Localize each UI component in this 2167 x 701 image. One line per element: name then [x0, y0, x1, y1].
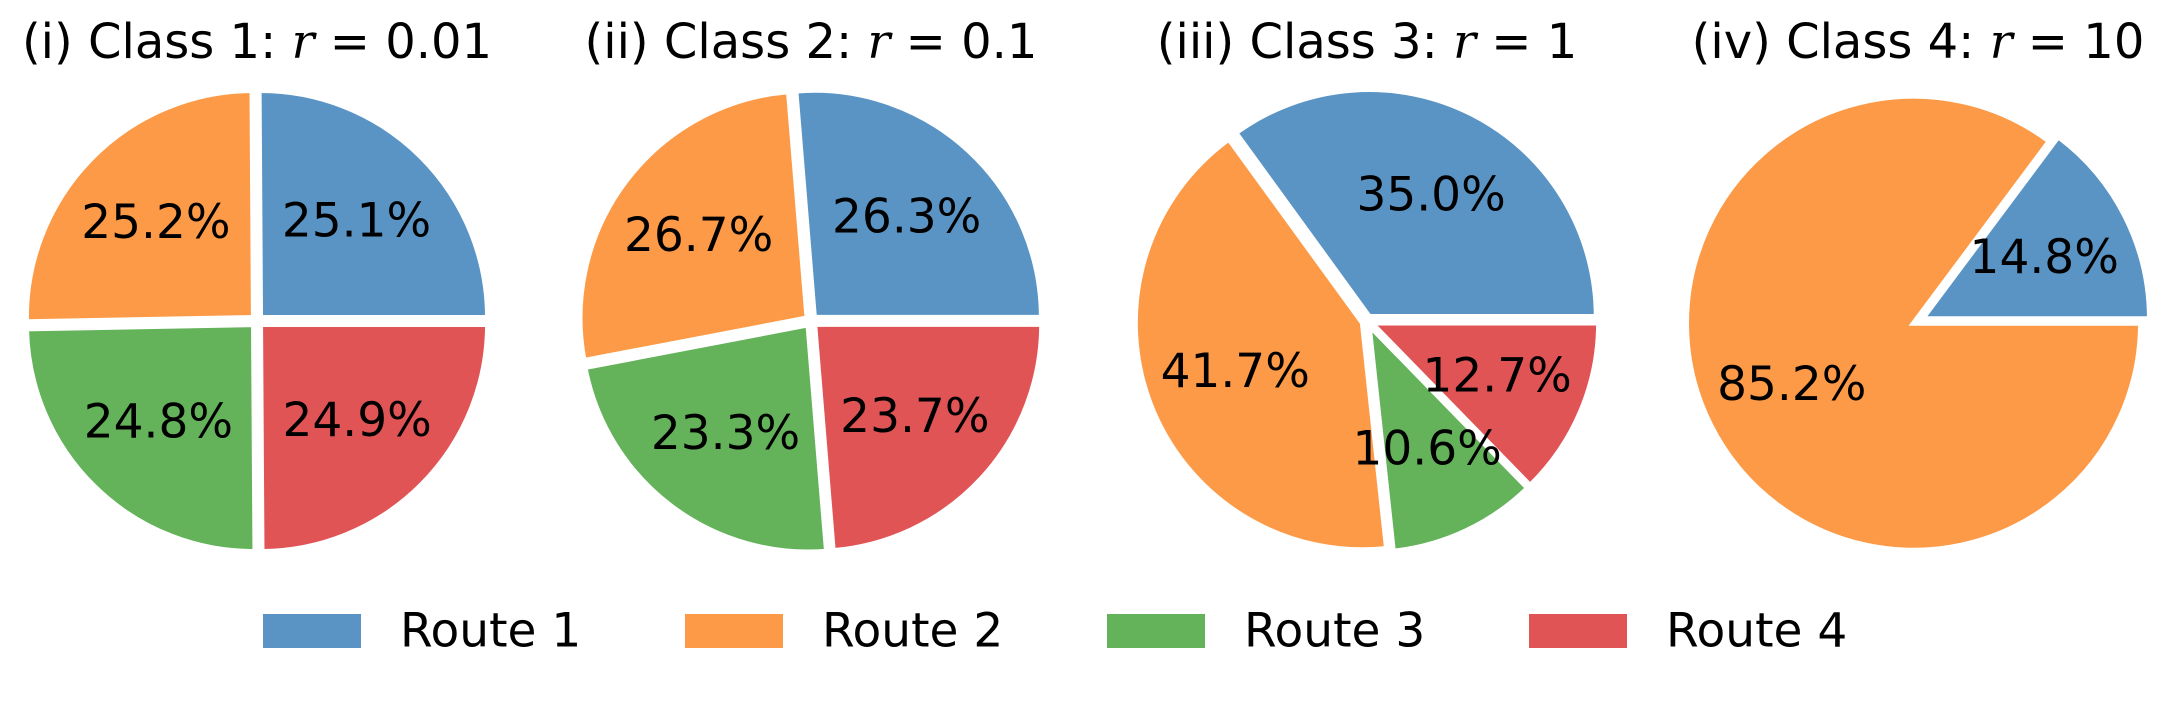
pie-chart-3: (iii) Class 3: r = 1 35.0% 41.7% 10.6% 12.7%: [1132, 14, 1602, 554]
pie-title-4: (iv) Class 4: r = 10: [1692, 14, 2145, 70]
pie-1-label-2: 25.2%: [81, 195, 230, 250]
pie-2-slice-4: [811, 321, 1045, 554]
pie-3-slice-2: [1132, 135, 1390, 553]
pie-1-label-4: 24.9%: [283, 393, 432, 448]
legend-label-4: Route 4: [1666, 604, 1847, 659]
pie-title-2: (ii) Class 2: r = 0.1: [585, 14, 1038, 70]
pie-3-slice-3: [1365, 318, 1532, 554]
pie-3-slice-4: [1365, 320, 1602, 489]
legend-label-2: Route 2: [822, 604, 1003, 659]
legend-label-3: Route 3: [1244, 604, 1425, 659]
pie-chart-2: (ii) Class 2: r = 0.1 26.3% 26.7% 23.3% 23.7…: [577, 14, 1045, 555]
legend-swatch-3: [1107, 614, 1205, 648]
pie-3-label-3: 10.6%: [1352, 421, 1501, 476]
pie-1-label-1: 25.1%: [282, 193, 431, 248]
pie-3-label-4: 12.7%: [1422, 348, 1571, 403]
pie-title-3: (iii) Class 3: r = 1: [1157, 14, 1577, 70]
pie-2-label-4: 23.7%: [840, 389, 989, 444]
pie-4-label-1: 14.8%: [1970, 230, 2119, 285]
pie-3-slice-1: [1232, 87, 1599, 320]
pie-1-slice-2: [23, 87, 256, 325]
pie-2-label-2: 26.7%: [624, 208, 773, 263]
pie-1-slice-3: [24, 322, 258, 555]
pie-chart-1: (i) Class 1: r = 0.01 25.1% 25.2% 24.8% 24.9…: [22, 14, 492, 555]
legend-swatch-1: [263, 614, 361, 648]
pie-1-slice-1: [256, 87, 491, 320]
pie-2-slice-1: [793, 87, 1044, 320]
pie-4-slice-1: [1917, 133, 2152, 322]
pie-2-slice-2: [577, 89, 810, 364]
pie-2-label-3: 23.3%: [651, 406, 800, 461]
pie-3-label-1: 35.0%: [1356, 168, 1505, 223]
pie-1-label-3: 24.8%: [84, 395, 233, 450]
legend-label-1: Route 1: [400, 604, 581, 659]
legend-swatch-2: [685, 614, 783, 648]
pie-chart-4: (iv) Class 4: r = 10 14.8% 85.2%: [1684, 14, 2152, 553]
pie-2-label-1: 26.3%: [832, 190, 981, 245]
pie-4-slice-2: [1684, 93, 2144, 553]
pie-4-label-2: 85.2%: [1717, 357, 1866, 412]
pie-2-slice-3: [582, 322, 830, 555]
legend: Route 1 Route 2 Route 3 Route 4: [263, 604, 1847, 659]
pie-3-label-2: 41.7%: [1161, 344, 1310, 399]
pie-1-slice-4: [258, 322, 491, 555]
pie-panels: (i) Class 1: r = 0.01 25.1% 25.2% 24.8% 24.9…: [22, 14, 2152, 555]
pie-title-1: (i) Class 1: r = 0.01: [22, 14, 492, 70]
legend-swatch-4: [1529, 614, 1627, 648]
